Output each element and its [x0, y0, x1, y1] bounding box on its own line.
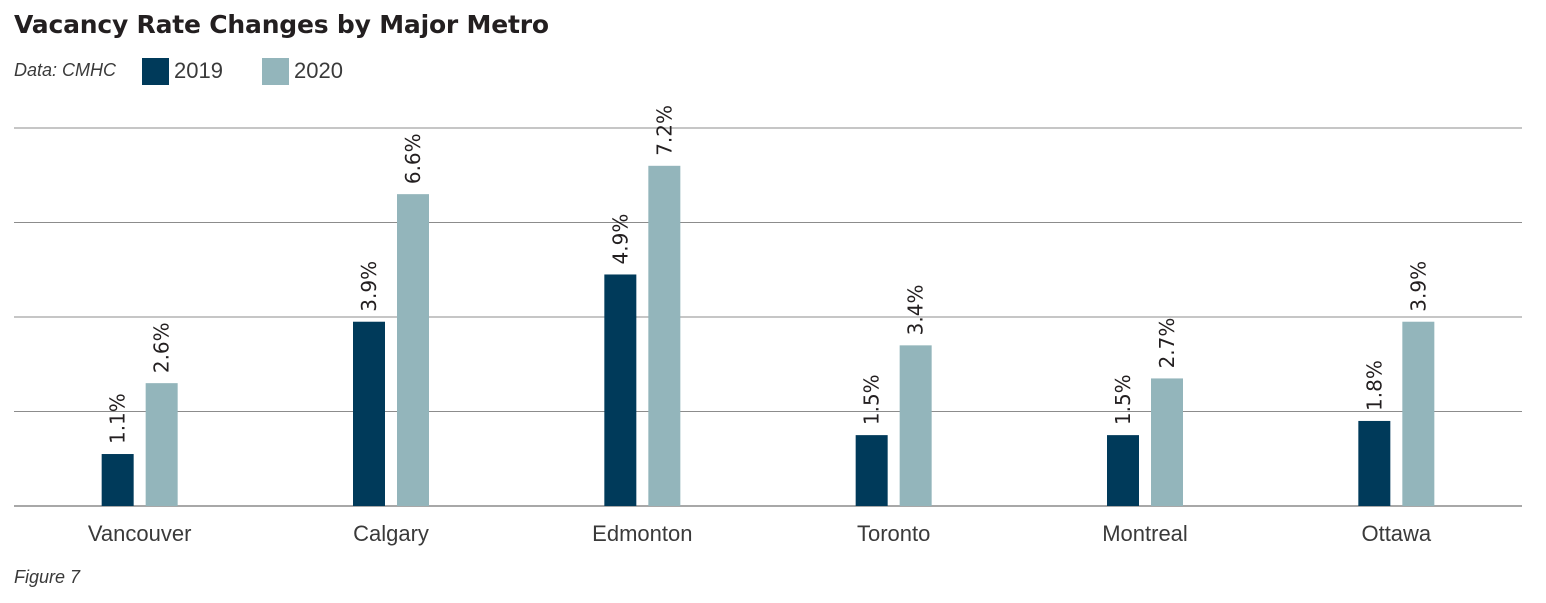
bar-2019	[1107, 435, 1139, 506]
bar-2020	[397, 194, 429, 506]
data-label: 3.4%	[904, 285, 928, 336]
data-label: 7.2%	[652, 105, 676, 156]
data-label: 3.9%	[357, 261, 381, 312]
legend-label-2019: 2019	[174, 58, 223, 83]
x-tick-label: Edmonton	[592, 521, 692, 546]
legend-label-2020: 2020	[294, 58, 343, 83]
legend-item-2019: 2019	[142, 57, 223, 85]
data-label: 3.9%	[1406, 261, 1430, 312]
bar-2020	[648, 165, 681, 507]
x-tick-label: Vancouver	[88, 521, 192, 546]
data-label: 2.7%	[1155, 318, 1179, 369]
data-label: 6.6%	[401, 133, 425, 184]
x-tick-label: Toronto	[857, 521, 930, 546]
bar-2019	[604, 274, 637, 506]
bar-2020	[1151, 378, 1183, 506]
bar-2020	[1402, 321, 1435, 506]
bar-2019	[1358, 420, 1391, 506]
legend-swatch-2020	[262, 57, 289, 85]
data-label: 1.8%	[1362, 360, 1386, 411]
data-label: 2.6%	[150, 322, 174, 373]
x-tick-label: Calgary	[353, 521, 429, 546]
bar-2020	[145, 383, 178, 506]
data-label: 4.9%	[608, 214, 632, 265]
x-tick-label: Ottawa	[1361, 521, 1431, 546]
bar-2019	[101, 454, 134, 506]
legend-swatch-2019	[142, 57, 169, 85]
figure-caption: Figure 7	[14, 567, 81, 587]
data-label: 1.5%	[860, 374, 884, 425]
legend-item-2020: 2020	[262, 57, 343, 85]
data-source: Data: CMHC	[14, 60, 117, 80]
bar-2020	[899, 345, 932, 506]
bar-2019	[353, 321, 385, 506]
data-label: 1.1%	[106, 393, 130, 444]
x-tick-label: Montreal	[1102, 521, 1188, 546]
chart-title: Vacancy Rate Changes by Major Metro	[14, 10, 549, 39]
bar-2019	[855, 435, 888, 506]
data-label: 1.5%	[1111, 374, 1135, 425]
